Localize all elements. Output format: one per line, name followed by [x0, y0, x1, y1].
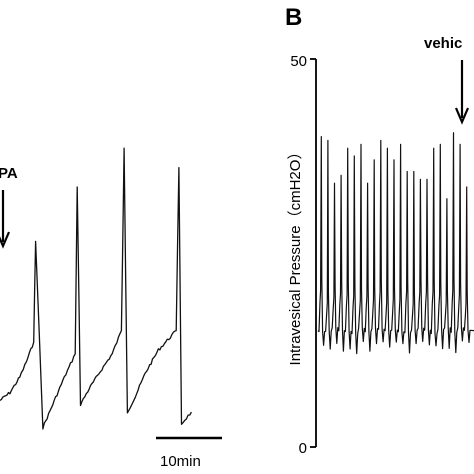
- panel-a-arrow: [0, 190, 11, 249]
- y-tick-label-0: 0: [299, 440, 307, 457]
- panel-a-scale-bar: 10min: [156, 436, 222, 470]
- panel-b: B vehic 50 0 Intravesical Pressure（cmH2O…: [285, 4, 474, 457]
- panel-a-annotation: PA: [0, 165, 18, 182]
- panel-a-scale-bar-label: 10min: [160, 453, 201, 470]
- panel-b-arrow: [454, 60, 470, 125]
- panel-b-annotation: vehic: [424, 35, 462, 52]
- panel-b-trace: [317, 132, 474, 355]
- y-tick-label-50: 50: [290, 53, 307, 70]
- panel-a-trace: [0, 147, 192, 430]
- panel-b-letter: B: [285, 4, 302, 31]
- panel-a: PA 10min: [0, 147, 222, 470]
- panel-b-y-axis: 50 0: [290, 53, 317, 457]
- panel-b-y-axis-title: Intravesical Pressure（cmH2O）: [287, 145, 304, 366]
